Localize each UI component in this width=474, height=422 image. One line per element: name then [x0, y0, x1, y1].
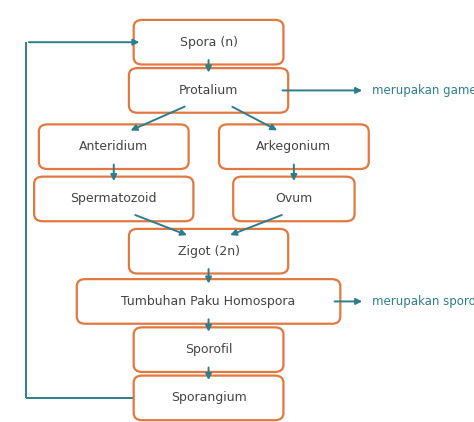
FancyBboxPatch shape	[129, 68, 288, 113]
Text: Sporofil: Sporofil	[185, 343, 232, 356]
Text: Sporangium: Sporangium	[171, 391, 246, 404]
Text: Arkegonium: Arkegonium	[256, 140, 331, 153]
Text: merupakan sporofit: merupakan sporofit	[372, 295, 474, 308]
Text: Protalium: Protalium	[179, 84, 238, 97]
FancyBboxPatch shape	[39, 124, 189, 169]
FancyBboxPatch shape	[134, 20, 283, 65]
FancyBboxPatch shape	[77, 279, 340, 324]
Text: Spermatozoid: Spermatozoid	[71, 192, 157, 206]
Text: merupakan gametofit: merupakan gametofit	[372, 84, 474, 97]
Text: Tumbuhan Paku Homospora: Tumbuhan Paku Homospora	[121, 295, 296, 308]
FancyBboxPatch shape	[34, 177, 193, 221]
Text: Spora (n): Spora (n)	[180, 36, 237, 49]
FancyBboxPatch shape	[134, 376, 283, 420]
Text: Anteridium: Anteridium	[79, 140, 148, 153]
FancyBboxPatch shape	[129, 229, 288, 273]
FancyBboxPatch shape	[233, 177, 355, 221]
FancyBboxPatch shape	[134, 327, 283, 372]
Text: Zigot (2n): Zigot (2n)	[178, 245, 239, 258]
Text: Ovum: Ovum	[275, 192, 312, 206]
FancyBboxPatch shape	[219, 124, 369, 169]
